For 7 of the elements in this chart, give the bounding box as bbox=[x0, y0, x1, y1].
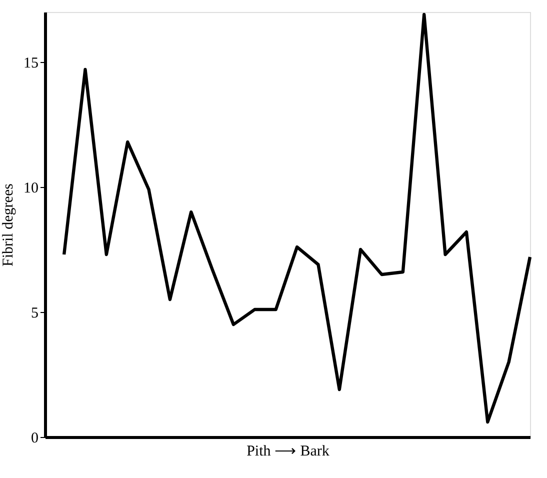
y-tick-label: 15 bbox=[24, 56, 38, 72]
y-tick-label: 0 bbox=[31, 430, 38, 446]
line-series bbox=[62, 12, 532, 424]
y-tick-label: 5 bbox=[31, 306, 38, 322]
x-axis-title: Pith ⟶ Bark bbox=[246, 444, 330, 460]
y-tick-label: 10 bbox=[24, 180, 38, 196]
y-axis-title: Fibril degrees bbox=[0, 183, 16, 266]
